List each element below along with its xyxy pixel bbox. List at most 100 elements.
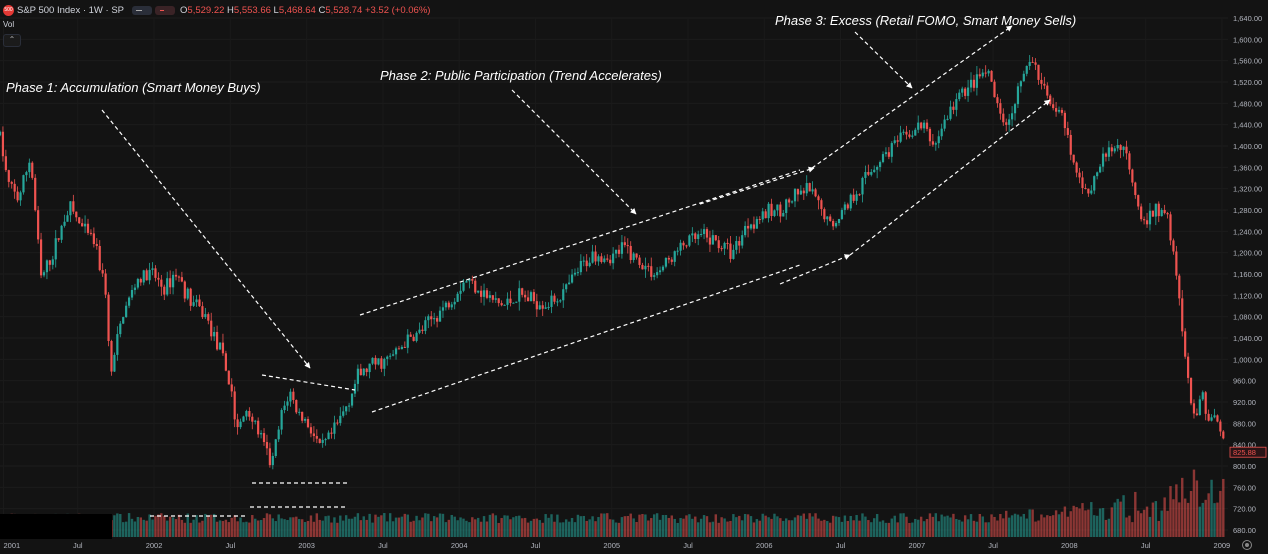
volume-bar [171,517,175,537]
candle-body [834,223,838,227]
minus-pill-icon[interactable] [132,5,153,15]
volume-bar [1163,497,1166,537]
candle-body [1213,415,1216,418]
candle-body [723,242,726,249]
candle-body [13,183,16,192]
volume-bar [283,519,286,537]
phase3-label: Phase 3: Excess (Retail FOMO, Smart Mone… [775,13,1076,28]
candle-body [1040,79,1043,84]
volume-bar [1169,486,1172,537]
candle-body [1184,331,1187,357]
candle-body [1163,209,1166,214]
volume-bar [873,518,876,537]
candle-body [39,239,43,276]
volume-bar [597,517,600,537]
volume-bar [544,514,547,537]
candle-body [691,233,694,236]
volume-bar [808,513,811,537]
volume-bar [787,520,791,537]
volume-bar [664,514,668,537]
candle-body [148,269,151,281]
grid [0,17,1228,535]
candle-body [224,353,227,371]
volume-label[interactable]: Vol [3,20,15,29]
time-tick: 2007 [908,541,925,550]
volume-bar [377,516,380,537]
high-label: H [227,4,234,16]
candle-body [614,249,618,254]
price-tick: 1,120.00 [1233,291,1262,300]
candle-body [427,316,430,321]
volume-bars [0,469,1225,537]
collapse-chevron-icon[interactable]: ⌃ [3,34,21,47]
candle-body [1175,251,1178,276]
candle-body [682,242,685,246]
volume-bar [749,516,753,537]
candle-body [1189,377,1193,404]
volume-bar [1104,519,1108,537]
volume-bar [746,514,750,537]
volume-bar [541,522,544,537]
volume-bar [887,522,891,537]
volume-bar [274,521,277,537]
volume-bar [1198,506,1202,537]
red-pill-icon[interactable] [155,5,176,15]
candle-body [1219,421,1222,432]
volume-bar [1157,520,1160,537]
candle-body [265,442,269,449]
settings-gear-icon[interactable] [1242,540,1252,550]
candle-body [635,253,638,258]
candle-body [262,433,266,443]
volume-bar [1113,502,1116,537]
price-tick: 1,320.00 [1233,185,1262,194]
candle-body [362,368,365,376]
candle-body [218,342,222,350]
candle-body [236,419,239,428]
candle-body [1101,153,1105,167]
volume-bar [450,514,453,537]
time-tick: Jul [836,541,846,550]
volume-bar [632,518,635,537]
candle-body [829,216,832,221]
candle-body [714,235,717,241]
candle-body [899,132,902,142]
candle-body [934,143,937,145]
volume-bar [726,521,729,537]
volume-bar [837,517,841,537]
candle-body [661,266,665,271]
time-tick: Jul [531,541,541,550]
candle-body [996,97,999,104]
volume-bar [817,518,820,537]
volume-bar [1160,510,1163,537]
volume-bar [471,517,474,537]
candle-body [820,200,823,210]
price-tick: 1,360.00 [1233,163,1262,172]
candle-body [400,346,404,350]
candle-body [1207,413,1210,421]
candle-body [755,219,758,229]
volume-bar [1107,518,1111,537]
candle-body [477,290,480,293]
time-tick: 2008 [1061,541,1078,550]
volume-bar [119,514,122,537]
volume-bar [1078,508,1081,537]
volume-bar [644,514,647,537]
candle-body [905,131,908,135]
candle-body [1110,147,1113,152]
candle-body [1204,392,1207,414]
candle-body [1169,214,1172,241]
candle-body [409,334,412,337]
candle-body [849,194,852,209]
volume-bar [673,518,676,537]
volume-bar [1172,499,1175,537]
volume-bar [949,517,952,537]
volume-bar [717,522,720,537]
volume-bar [893,515,896,537]
volume-bar [415,515,418,537]
candle-body [515,301,518,303]
candle-body [368,363,371,373]
candle-body [330,432,333,434]
candle-body [1002,113,1005,123]
symbol-title[interactable]: S&P 500 Index · 1W · SP [17,4,125,16]
